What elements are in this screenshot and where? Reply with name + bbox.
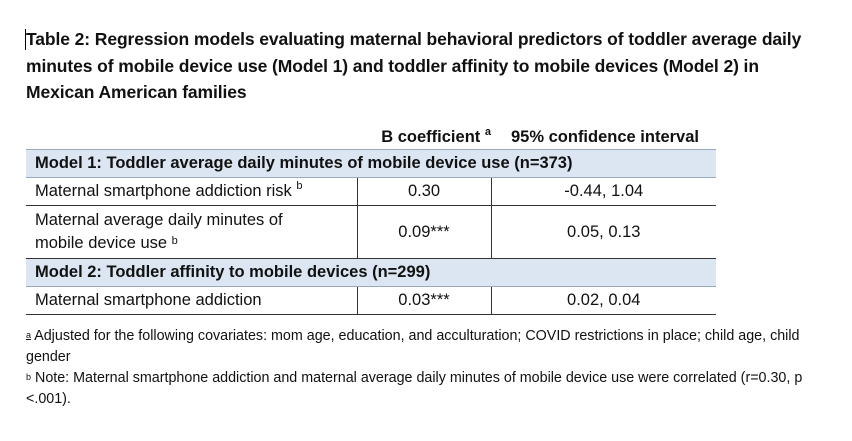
table-footnotes: a Adjusted for the following covariates:… xyxy=(26,326,826,410)
header-b-label: B coefficient xyxy=(381,128,481,146)
row-label-text: Maternal smartphone addiction risk xyxy=(35,182,292,200)
header-b-coefficient: B coefficient a xyxy=(357,121,491,150)
table-caption: Table 2: Regression models evaluating ma… xyxy=(26,29,802,102)
confidence-interval-cell: 0.05, 0.13 xyxy=(491,205,716,259)
row-label-superscript: b xyxy=(171,235,178,247)
footnote-a-mark: a xyxy=(26,330,32,340)
footnote-a-text: Adjusted for the following covariates: m… xyxy=(26,328,800,365)
model1-heading-row: Model 1: Toddler average daily minutes o… xyxy=(26,149,716,178)
regression-table: B coefficient a 95% confidence interval … xyxy=(26,121,716,315)
header-b-superscript: a xyxy=(484,126,491,138)
footnote-b-mark: b xyxy=(26,372,32,382)
table-row: Maternal smartphone addiction 0.03*** 0.… xyxy=(26,286,716,315)
confidence-interval-cell: -0.44, 1.04 xyxy=(491,177,716,206)
header-empty-cell xyxy=(26,121,357,150)
row-label-line1: Maternal average daily minutes of xyxy=(35,211,283,229)
b-coefficient-cell: 0.09*** xyxy=(357,205,492,259)
model1-title: Model 1: Toddler average daily minutes o… xyxy=(26,149,716,178)
footnote-a: a Adjusted for the following covariates:… xyxy=(26,326,826,368)
table-header-row: B coefficient a 95% confidence interval xyxy=(26,121,716,150)
table-row: Maternal average daily minutes of mobile … xyxy=(26,205,716,259)
table-row: Maternal smartphone addiction risk b 0.3… xyxy=(26,177,716,206)
b-coefficient-cell: 0.03*** xyxy=(357,286,492,315)
text-cursor xyxy=(25,29,26,50)
row-label-line2: mobile device use xyxy=(35,234,168,252)
row-label-superscript: b xyxy=(296,180,303,192)
model2-title: Model 2: Toddler affinity to mobile devi… xyxy=(26,258,716,287)
row-label: Maternal smartphone addiction xyxy=(26,286,358,315)
footnote-b: b Note: Maternal smartphone addiction an… xyxy=(26,368,826,410)
confidence-interval-cell: 0.02, 0.04 xyxy=(491,286,716,315)
row-label: Maternal average daily minutes of mobile … xyxy=(26,205,358,259)
row-label: Maternal smartphone addiction risk b xyxy=(26,177,358,206)
header-confidence-interval: 95% confidence interval xyxy=(491,121,716,150)
header-ci-label: 95% confidence interval xyxy=(511,128,699,146)
footnote-b-text: Note: Maternal smartphone addiction and … xyxy=(26,370,803,407)
b-coefficient-cell: 0.30 xyxy=(357,177,492,206)
model2-heading-row: Model 2: Toddler affinity to mobile devi… xyxy=(26,258,716,287)
